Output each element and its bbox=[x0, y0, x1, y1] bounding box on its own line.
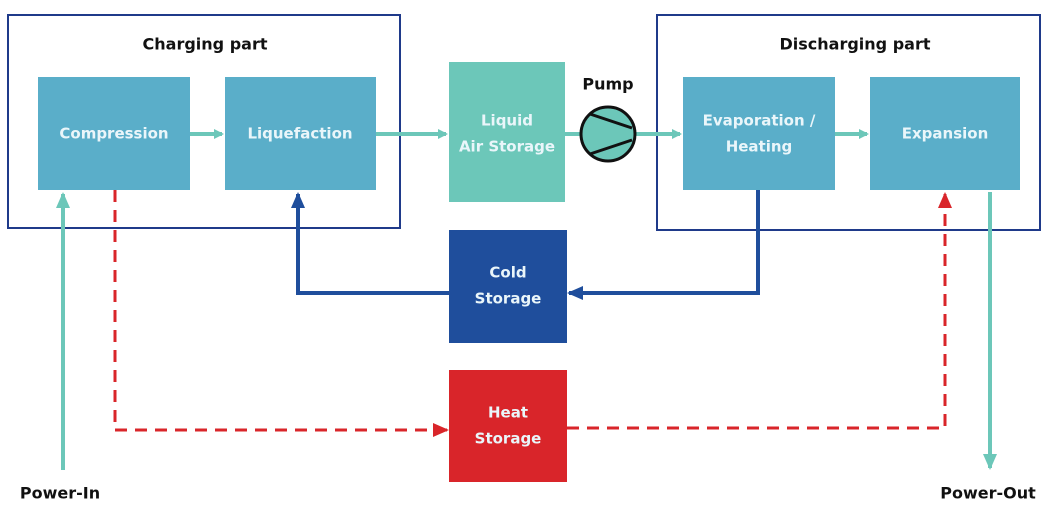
pump-label: Pump bbox=[582, 75, 633, 94]
connectors bbox=[56, 129, 997, 470]
group-box bbox=[7, 14, 401, 229]
group-title: Charging part bbox=[143, 35, 268, 54]
node-box bbox=[225, 77, 376, 190]
group-box bbox=[656, 14, 1041, 231]
node-box bbox=[870, 77, 1020, 190]
node-label: Cold bbox=[489, 264, 526, 282]
node-label: Liquid bbox=[481, 112, 533, 130]
node-label: Heating bbox=[726, 138, 793, 156]
node-box bbox=[38, 77, 190, 190]
node-label: Liquefaction bbox=[247, 125, 352, 143]
cold-arrow bbox=[567, 190, 760, 300]
group-title: Discharging part bbox=[780, 35, 931, 54]
node-label: Evaporation / bbox=[703, 112, 816, 130]
power-in-label: Power-In bbox=[20, 484, 100, 503]
node-box bbox=[683, 77, 835, 190]
pump-icon bbox=[579, 105, 637, 163]
node-label: Heat bbox=[488, 404, 528, 422]
node-label: Air Storage bbox=[459, 138, 555, 156]
node-box bbox=[449, 370, 567, 482]
node-label: Compression bbox=[59, 125, 168, 143]
node-label: Storage bbox=[475, 430, 542, 448]
node-label: Expansion bbox=[902, 125, 989, 143]
node-label: Storage bbox=[475, 290, 542, 308]
node-box bbox=[449, 62, 565, 202]
heat-arrow bbox=[567, 192, 952, 430]
node-box bbox=[449, 230, 567, 343]
cold-arrow bbox=[291, 192, 449, 295]
power-out-label: Power-Out bbox=[940, 484, 1036, 503]
heat-arrow bbox=[113, 190, 449, 437]
